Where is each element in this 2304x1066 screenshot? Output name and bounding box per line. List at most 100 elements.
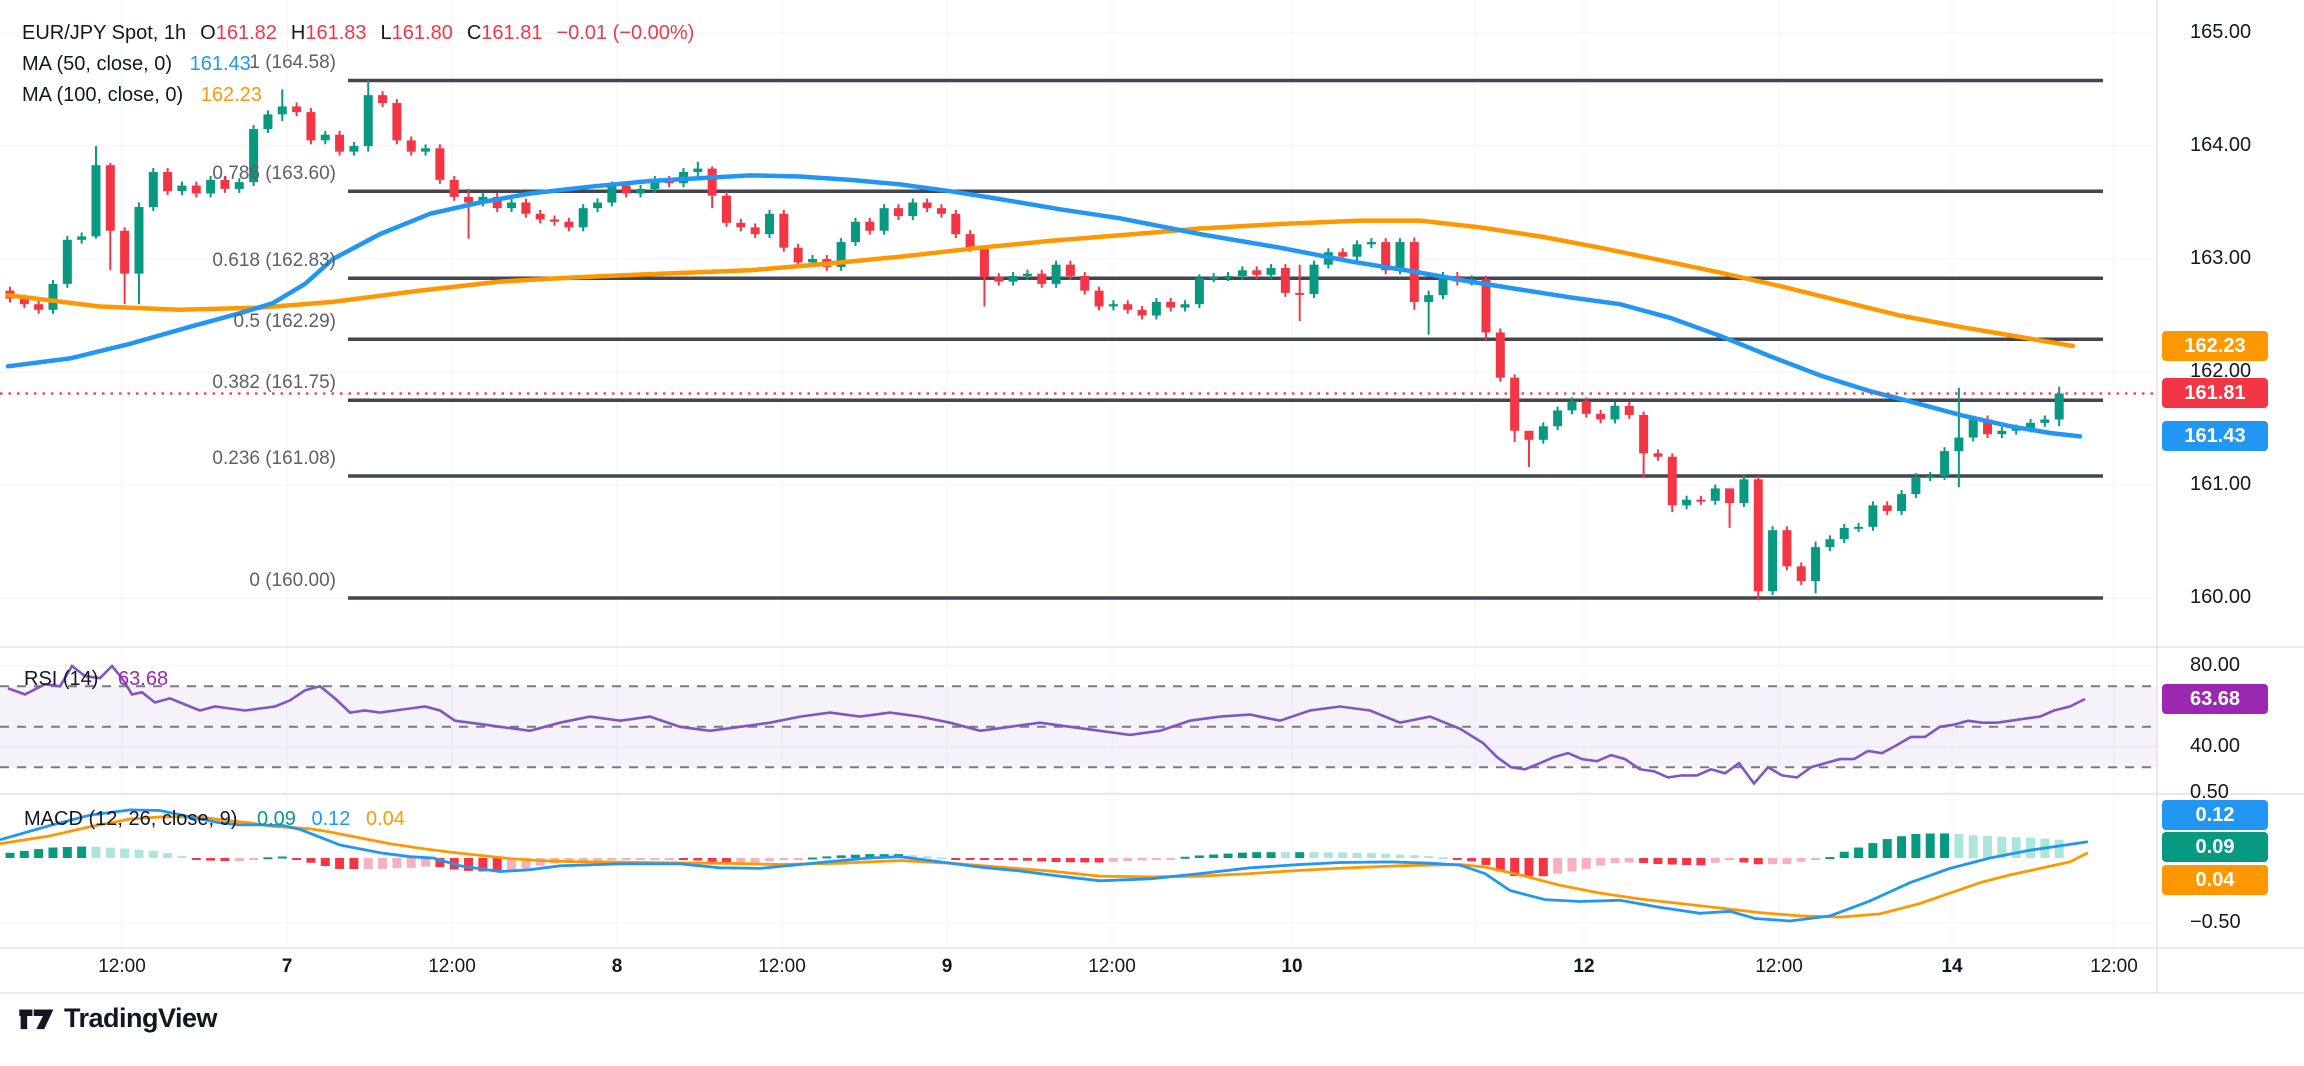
candle-body	[1854, 526, 1864, 529]
candle-body	[578, 208, 588, 228]
symbol-legend-row[interactable]: EUR/JPY Spot, 1h O161.82 H161.83 L161.80 C16…	[22, 18, 694, 49]
candle-body	[206, 179, 216, 194]
macd-histogram-bar	[1682, 858, 1692, 866]
ma50-value: 161.43	[189, 53, 251, 75]
candle-body	[764, 213, 774, 235]
macd-signal-line[interactable]	[0, 815, 2089, 919]
macd-histogram-bar	[1524, 858, 1534, 877]
macd-histogram-bar	[607, 858, 617, 861]
candle-body	[478, 196, 488, 203]
candle-body	[1868, 505, 1878, 527]
macd-histogram-bar	[105, 847, 115, 858]
candle-body	[105, 165, 115, 231]
macd-histogram-bar	[421, 858, 431, 867]
candle-body	[1725, 488, 1735, 504]
candle-body	[263, 114, 273, 130]
tradingview-logo[interactable]: TradingView	[18, 1002, 218, 1034]
candle-body	[1811, 547, 1821, 582]
ma100-value: 162.23	[200, 84, 262, 106]
candle-body	[507, 202, 517, 209]
macd-histogram-bar	[1882, 839, 1892, 858]
macd-histogram-bar	[1037, 858, 1047, 862]
macd-histogram-bar	[320, 858, 330, 867]
ma100-line[interactable]	[5, 218, 2076, 349]
macd-histogram-bar	[1223, 853, 1233, 858]
candle-body	[449, 179, 459, 197]
candle-body	[1782, 530, 1792, 567]
tradingview-logo-text: TradingView	[64, 1002, 218, 1033]
candle-body	[879, 208, 889, 231]
candle-body	[535, 213, 545, 220]
macd-histogram-bar	[277, 856, 287, 859]
candle-body	[1094, 290, 1104, 307]
candle-body	[1696, 499, 1706, 502]
candle-body	[34, 304, 44, 310]
macd-histogram-bar	[1094, 858, 1104, 863]
candle-body	[2040, 419, 2050, 423]
macd-histogram-bar	[979, 858, 989, 860]
candle-body	[1438, 275, 1448, 296]
candle-body	[1753, 479, 1763, 592]
macd-histogram-bar	[1051, 858, 1061, 863]
macd-histogram-bar	[19, 850, 29, 858]
candle-body	[292, 106, 302, 113]
candle-body	[1739, 479, 1749, 504]
candle-body	[1567, 401, 1577, 411]
candle-body	[1108, 304, 1118, 307]
candle-body	[1151, 301, 1161, 316]
macd-histogram-bar	[1997, 836, 2007, 858]
macd-histogram-bar	[292, 858, 302, 860]
ma50-line[interactable]	[5, 173, 2083, 439]
open-label: O	[200, 22, 216, 44]
ma100-legend-row[interactable]: MA (100, close, 0) 162.23	[22, 80, 694, 111]
macd-histogram-bar	[1352, 852, 1362, 858]
candle-body	[1080, 275, 1090, 291]
macd-histogram-bar	[650, 858, 660, 860]
rsi-line[interactable]	[7, 664, 2086, 786]
candle-body	[1223, 275, 1233, 278]
macd-histogram-bar	[1467, 858, 1477, 862]
open-value: 161.82	[215, 22, 277, 44]
candle-body	[77, 236, 87, 240]
candle-body	[1954, 437, 1964, 452]
macd-histogram-bar	[34, 849, 44, 858]
candle-body	[163, 171, 173, 192]
candle-body	[1581, 401, 1591, 414]
macd-histogram-bar	[1796, 858, 1806, 862]
candle-body	[850, 221, 860, 243]
macd-line[interactable]	[0, 808, 2089, 923]
macd-histogram-bar	[994, 858, 1004, 860]
macd-histogram-bar	[936, 857, 946, 860]
macd-histogram-bar	[1381, 853, 1391, 858]
macd-histogram-bar	[5, 852, 15, 858]
macd-histogram-bar	[249, 858, 259, 860]
candle-body	[1424, 295, 1434, 302]
candle-body	[1653, 453, 1663, 457]
macd-histogram-bar	[564, 858, 574, 862]
macd-histogram-bar	[1424, 855, 1434, 858]
macd-histogram-bar	[1065, 858, 1075, 863]
close-value: 161.81	[481, 22, 543, 44]
candle-body	[636, 188, 646, 194]
candle-body	[1051, 264, 1061, 284]
macd-histogram-bar	[593, 858, 603, 861]
candle-body	[249, 129, 259, 183]
macd-histogram-bar	[1266, 852, 1276, 858]
macd-legend-row[interactable]: MACD (12, 26, close, 9) 0.09 0.12 0.04	[24, 808, 405, 831]
macd-line-value: 0.12	[311, 808, 351, 830]
macd-histogram-bar	[349, 858, 359, 870]
macd-histogram-bar	[1180, 856, 1190, 859]
macd-histogram-bar	[1581, 858, 1591, 869]
macd-label: MACD (12, 26, close, 9)	[24, 808, 238, 830]
macd-histogram-bar	[2011, 837, 2021, 858]
rsi-legend-row[interactable]: RSI (14) 63.68	[24, 668, 168, 691]
macd-histogram-bar	[807, 857, 817, 860]
ma50-legend-row[interactable]: MA (50, close, 0) 161.43	[22, 49, 694, 80]
macd-histogram-bar	[91, 846, 101, 858]
candle-body	[1008, 275, 1018, 282]
candle-body	[922, 202, 932, 209]
rsi-value: 63.68	[118, 668, 169, 690]
candle-body	[621, 185, 631, 194]
candle-body	[1997, 430, 2007, 435]
